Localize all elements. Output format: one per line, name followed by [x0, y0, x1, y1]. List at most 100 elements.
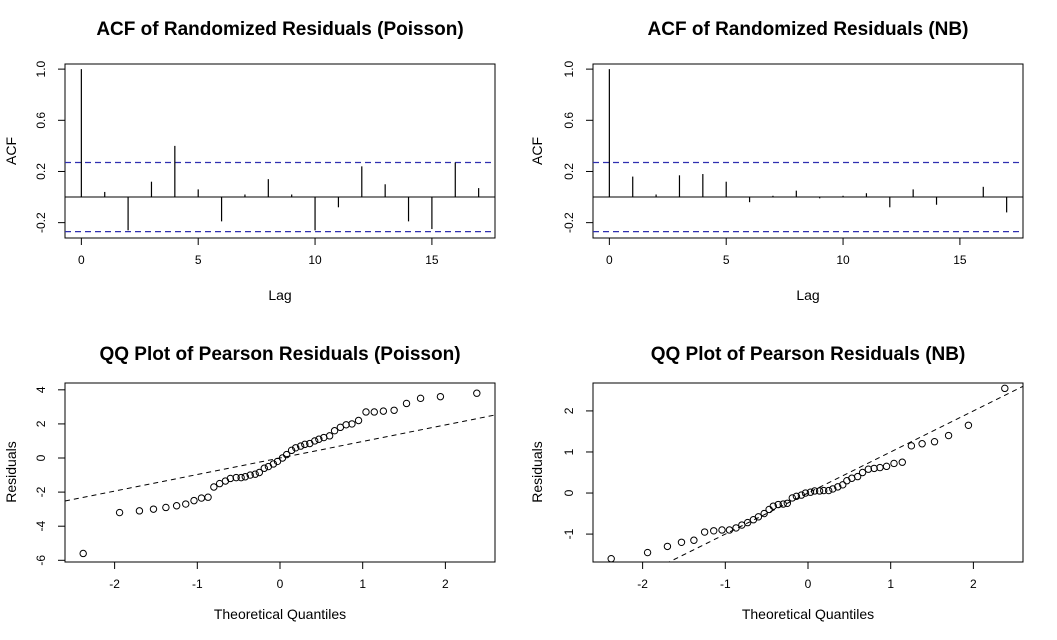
qq-point	[725, 526, 734, 534]
x-tick-label: 0	[606, 253, 613, 267]
qq-point	[792, 492, 801, 501]
qq-point	[232, 473, 240, 482]
qq-point	[282, 450, 291, 459]
qq-point	[732, 524, 740, 532]
qq-point	[402, 399, 411, 408]
qq-point	[210, 483, 218, 491]
qq-point	[255, 468, 264, 477]
x-tick-label: 5	[723, 253, 730, 267]
x-tick-label: 1	[887, 577, 894, 591]
x-tick-label: 2	[970, 577, 977, 591]
acf-nb-panel: ACF of Randomized Residuals (NB) Lag ACF…	[529, 19, 1024, 303]
qq-point	[815, 487, 824, 495]
qq-point	[700, 528, 709, 536]
qq-point	[690, 536, 698, 544]
y-tick-label: 2	[562, 407, 576, 414]
y-axis-label: Residuals	[3, 441, 19, 502]
qq-point	[149, 505, 158, 513]
x-tick-label: 0	[805, 577, 812, 591]
qq-point	[810, 487, 819, 495]
x-tick-label: 0	[78, 253, 85, 267]
x-tick-label: 0	[277, 577, 284, 591]
qq-point	[882, 462, 891, 471]
y-tick-label: 0.6	[562, 112, 576, 129]
y-tick-label: 1	[562, 448, 576, 455]
qq-point	[834, 483, 842, 491]
qq-point	[246, 471, 254, 479]
qq-point	[944, 431, 953, 440]
qq-point	[204, 493, 212, 501]
qq-point	[251, 470, 259, 478]
qq-point	[853, 472, 862, 481]
qq-point	[839, 481, 847, 489]
qq-point	[858, 468, 867, 477]
x-axis-label: Theoretical Quantiles	[214, 606, 346, 622]
qq-point	[182, 500, 190, 508]
chart-title: QQ Plot of Pearson Residuals (Poisson)	[99, 344, 460, 365]
marks: -2 -1 0 1 2 -1 0 1 2	[562, 384, 1023, 591]
qq-nb-panel: QQ Plot of Pearson Residuals (NB) Theore…	[529, 344, 1024, 622]
qq-point	[607, 555, 615, 563]
qq-point	[788, 494, 796, 502]
plot-frame	[592, 63, 1024, 239]
plot-frame	[64, 63, 496, 239]
qq-point	[135, 507, 144, 515]
x-tick-label: 15	[425, 253, 439, 267]
x-tick-label: -1	[720, 577, 731, 591]
qq-point	[436, 392, 445, 401]
qq-point	[330, 427, 339, 435]
qq-point	[301, 440, 309, 449]
qq-point	[197, 494, 206, 502]
x-tick-label: 10	[836, 253, 850, 267]
qq-point	[779, 500, 787, 508]
qq-point	[311, 437, 319, 445]
qq-point	[930, 438, 939, 446]
y-tick-label: 0.6	[34, 112, 48, 129]
y-tick-label: -0.2	[34, 212, 48, 233]
qq-poisson-panel: QQ Plot of Pearson Residuals (Poisson) T…	[3, 344, 496, 622]
qq-point	[315, 435, 323, 443]
qq-point	[663, 542, 672, 551]
qq-point	[964, 421, 973, 429]
qq-point	[226, 474, 235, 483]
qq-point	[769, 502, 777, 510]
qq-point	[115, 508, 124, 517]
qq-point	[296, 442, 305, 450]
qq-point	[325, 432, 334, 440]
qq-point	[765, 505, 773, 514]
qq-point	[362, 408, 370, 416]
qq-point	[643, 548, 652, 557]
y-tick-label: -4	[34, 521, 48, 532]
qq-reference-line	[667, 385, 1023, 562]
qq-point	[898, 458, 906, 466]
y-axis-label: ACF	[529, 137, 545, 165]
plot-frame	[592, 382, 1024, 563]
qq-point	[907, 442, 916, 450]
y-tick-label: -0.2	[562, 212, 576, 233]
x-tick-label: 5	[195, 253, 202, 267]
qq-point	[354, 416, 363, 425]
qq-point	[820, 486, 828, 495]
qq-point	[918, 440, 926, 448]
x-axis-label: Lag	[268, 287, 291, 303]
qq-point	[370, 408, 378, 416]
qq-point	[754, 513, 763, 521]
qq-point	[797, 491, 806, 499]
y-tick-label: -2	[34, 486, 48, 497]
qq-reference-line	[65, 414, 495, 502]
qq-point	[1001, 384, 1009, 393]
x-tick-label: -2	[109, 577, 120, 591]
x-tick-label: 1	[359, 577, 366, 591]
y-tick-label: 0.2	[562, 163, 576, 180]
qq-point	[237, 473, 245, 482]
chart-title: ACF of Randomized Residuals (NB)	[648, 19, 969, 40]
y-tick-label: -1	[562, 528, 576, 539]
qq-point	[162, 503, 170, 512]
x-tick-label: 2	[442, 577, 449, 591]
qq-point	[342, 421, 350, 429]
qq-point	[473, 389, 481, 397]
qq-point	[677, 538, 686, 546]
chart-title: ACF of Randomized Residuals (Poisson)	[96, 19, 463, 40]
y-tick-label: 0	[34, 454, 48, 461]
